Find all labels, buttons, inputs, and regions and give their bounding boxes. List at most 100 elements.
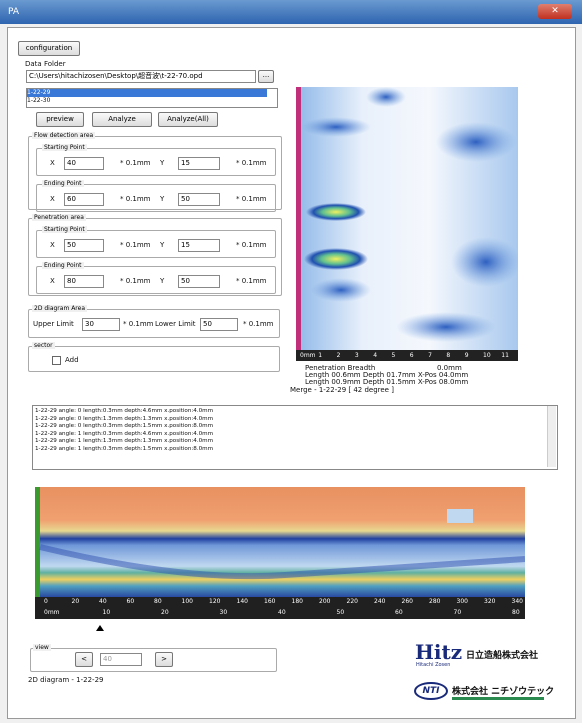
upper-limit-field[interactable]: 30 bbox=[82, 318, 120, 331]
log-line: 1-22-29 angle: 0 length:0.3mm depth:1.5m… bbox=[35, 423, 213, 429]
ruler-label: 20 bbox=[72, 598, 80, 605]
merge-label: Merge - 1-22-29 [ 42 degree ] bbox=[290, 386, 394, 394]
point-title: Ending Point bbox=[42, 262, 84, 269]
unit-label: * 0.1mm bbox=[120, 241, 151, 249]
unit-label: * 0.1mm bbox=[123, 320, 154, 328]
echo bbox=[447, 509, 473, 523]
ruler-label: 20 bbox=[161, 609, 169, 616]
point-title: Ending Point bbox=[42, 180, 84, 187]
ruler-label: 280 bbox=[429, 598, 440, 605]
unit-label: * 0.1mm bbox=[236, 241, 267, 249]
measure-row: Length 00.9mm Depth 01.5mm X-Pos 08.0mm bbox=[305, 378, 468, 386]
ruler-label: 40 bbox=[99, 598, 107, 605]
x-field[interactable]: 80 bbox=[64, 275, 104, 288]
sector-label: sector bbox=[32, 342, 55, 349]
analyze-button[interactable]: Analyze bbox=[92, 112, 152, 127]
ruler bbox=[35, 487, 40, 597]
echo bbox=[306, 203, 366, 221]
y-field[interactable]: 15 bbox=[178, 157, 220, 170]
y-field[interactable]: 15 bbox=[178, 239, 220, 252]
ruler-label: 160 bbox=[264, 598, 275, 605]
y-field[interactable]: 50 bbox=[178, 193, 220, 206]
echo bbox=[451, 237, 518, 287]
data-folder-label: Data Folder bbox=[25, 60, 66, 68]
browse-button[interactable]: ... bbox=[258, 70, 274, 83]
point-title: Starting Point bbox=[42, 226, 87, 233]
echo bbox=[366, 87, 406, 107]
unit-label: * 0.1mm bbox=[236, 277, 267, 285]
log-line: 1-22-29 angle: 0 length:1.3mm depth:1.3m… bbox=[35, 416, 213, 422]
ruler-label: 1 bbox=[318, 352, 322, 359]
x-label: X bbox=[50, 159, 55, 167]
nti-logo: NTI bbox=[414, 682, 448, 700]
ruler-label: 50 bbox=[337, 609, 345, 616]
ruler-label: 10 bbox=[483, 352, 491, 359]
x-field[interactable]: 40 bbox=[64, 157, 104, 170]
ruler-label: 9 bbox=[465, 352, 469, 359]
ruler-label: 140 bbox=[237, 598, 248, 605]
nti-company: 株式会社 ニチゾウテック bbox=[452, 684, 554, 697]
ruler-label: 100 bbox=[182, 598, 193, 605]
point-title: Starting Point bbox=[42, 144, 87, 151]
prev-button[interactable]: < bbox=[75, 652, 93, 667]
close-button[interactable]: ✕ bbox=[538, 4, 572, 19]
window-title: PA bbox=[8, 7, 19, 17]
angle-field[interactable]: 40 bbox=[100, 653, 142, 666]
hitz-sub: Hitachi Zosen bbox=[416, 662, 450, 668]
ruler-label: 0mm bbox=[300, 352, 316, 359]
file-item[interactable]: 1-22-30 bbox=[27, 97, 50, 105]
add-checkbox[interactable] bbox=[52, 356, 61, 365]
ruler-label: 2 bbox=[337, 352, 341, 359]
y-label: Y bbox=[160, 277, 164, 285]
lower-limit-field[interactable]: 50 bbox=[200, 318, 238, 331]
ruler-label: 80 bbox=[154, 598, 162, 605]
position-marker bbox=[96, 625, 104, 631]
analyze-all-button[interactable]: Analyze(All) bbox=[158, 112, 218, 127]
ruler-label: 3 bbox=[355, 352, 359, 359]
x-field[interactable]: 60 bbox=[64, 193, 104, 206]
unit-label: * 0.1mm bbox=[236, 195, 267, 203]
ruler-label: 30 bbox=[220, 609, 228, 616]
title-bar bbox=[0, 0, 582, 24]
echo bbox=[396, 312, 496, 342]
diagram-status: 2D diagram - 1-22-29 bbox=[28, 676, 103, 684]
ruler-label: 6 bbox=[410, 352, 414, 359]
ruler-label: 120 bbox=[209, 598, 220, 605]
hitz-logo: Hitz bbox=[415, 640, 462, 664]
ruler-label: 10 bbox=[103, 609, 111, 616]
unit-label: * 0.1mm bbox=[120, 195, 151, 203]
nti-bar bbox=[452, 697, 544, 700]
ruler-label: 7 bbox=[428, 352, 432, 359]
ruler-label: 0mm bbox=[44, 609, 60, 616]
y-field[interactable]: 50 bbox=[178, 275, 220, 288]
ruler-label: 4 bbox=[373, 352, 377, 359]
ruler-label: 8 bbox=[446, 352, 450, 359]
echo bbox=[301, 117, 371, 137]
log-scrollbar[interactable] bbox=[547, 406, 556, 467]
ruler-label: 320 bbox=[484, 598, 495, 605]
echo bbox=[311, 278, 371, 302]
ruler-label: 200 bbox=[319, 598, 330, 605]
log-line: 1-22-29 angle: 1 length:0.3mm depth:4.6m… bbox=[35, 431, 213, 437]
preview-button[interactable]: preview bbox=[36, 112, 84, 127]
area-title: Flow detection area bbox=[32, 132, 95, 139]
diagram-area-label: 2D diagram Area bbox=[32, 305, 87, 312]
ruler-label: 240 bbox=[374, 598, 385, 605]
ruler-label: 40 bbox=[278, 609, 286, 616]
configuration-button[interactable]: configuration bbox=[18, 41, 80, 56]
ruler-label: 220 bbox=[347, 598, 358, 605]
ruler-label: 180 bbox=[292, 598, 303, 605]
y-label: Y bbox=[160, 195, 164, 203]
x-label: X bbox=[50, 241, 55, 249]
unit-label: * 0.1mm bbox=[120, 159, 151, 167]
ruler-label: 60 bbox=[127, 598, 135, 605]
file-item-selected[interactable]: 1-22-29 bbox=[27, 89, 267, 97]
x-field[interactable]: 50 bbox=[64, 239, 104, 252]
ruler-label: 60 bbox=[395, 609, 403, 616]
path-field[interactable]: C:\Users\hitachizosen\Desktop\超音波\t-22-7… bbox=[26, 70, 256, 83]
ruler-label: 11 bbox=[501, 352, 509, 359]
next-button[interactable]: > bbox=[155, 652, 173, 667]
hitz-company: 日立造船株式会社 bbox=[466, 648, 538, 661]
y-label: Y bbox=[160, 159, 164, 167]
bscan-image bbox=[35, 487, 525, 597]
